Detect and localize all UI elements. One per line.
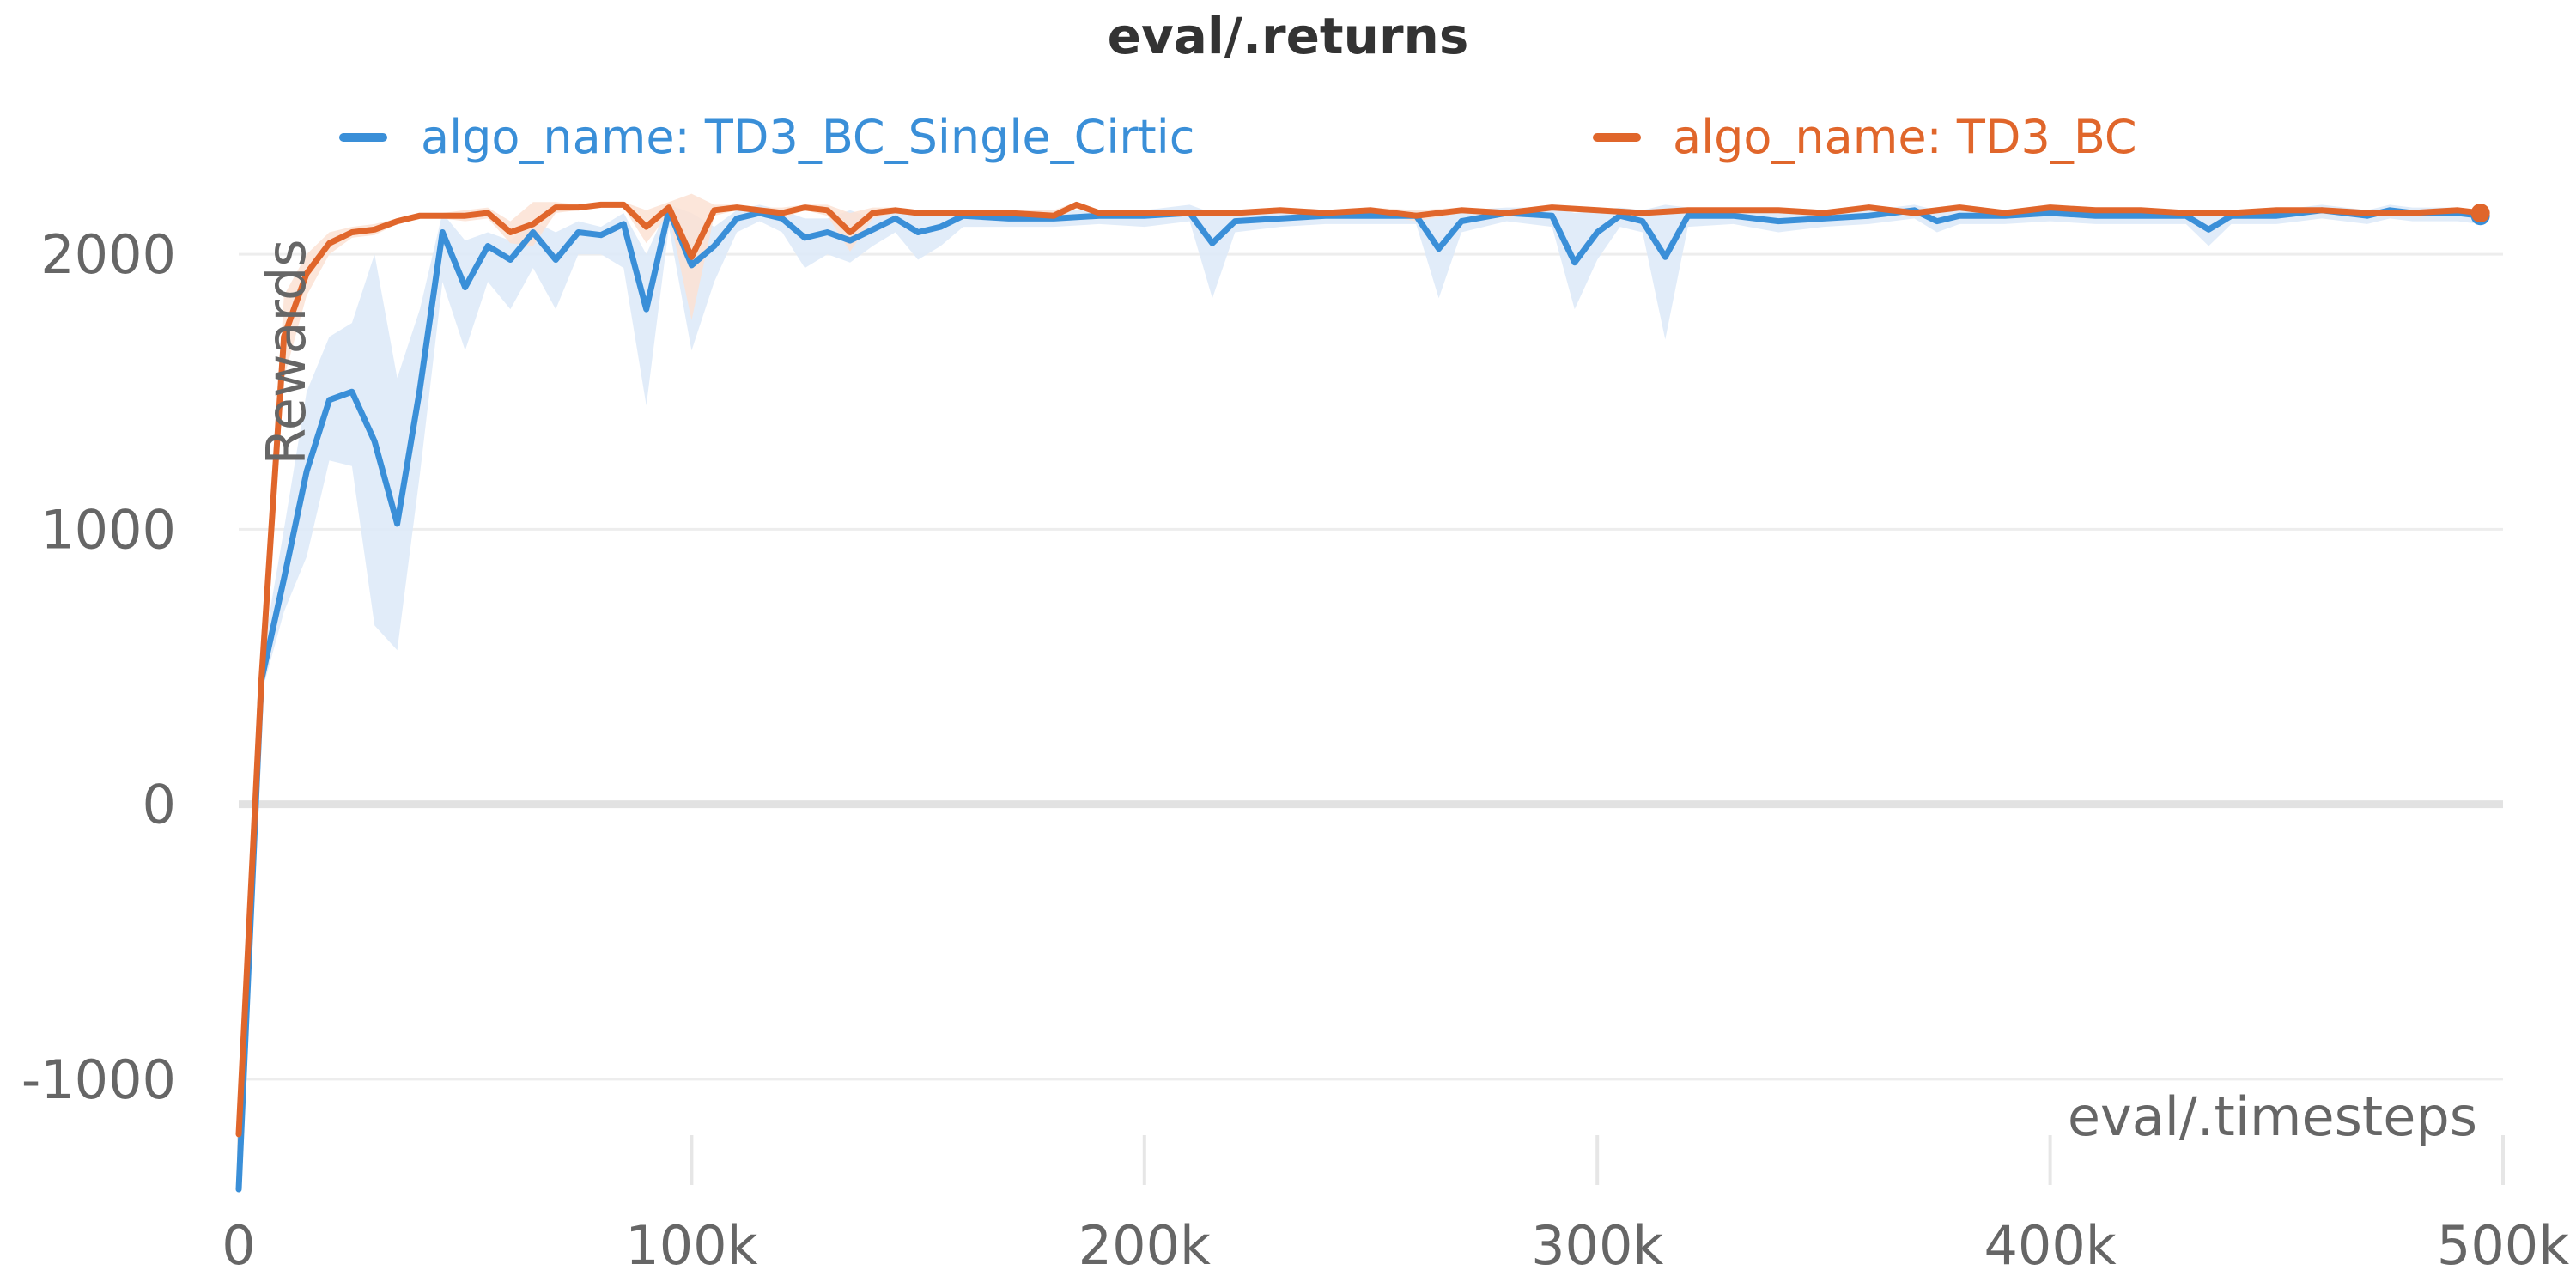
series-line-td3-bc[interactable] [235, 201, 2484, 1138]
x-axis: 0 100k 200k 300k 400k 500k [222, 1135, 2569, 1277]
grid [239, 252, 2503, 1081]
y-tick-label: 1000 [40, 498, 176, 561]
legend-item-single-critic[interactable]: algo_name: TD3_BC_Single_Cirtic [339, 110, 1194, 164]
y-tick-label: 0 [143, 774, 176, 836]
confidence-bands [239, 193, 2481, 1189]
y-tick-label: -1000 [21, 1048, 176, 1111]
x-axis-label: eval/.timesteps [2068, 1085, 2477, 1148]
x-tick-label: 100k [625, 1214, 757, 1277]
x-tick-label: 200k [1078, 1214, 1211, 1277]
x-tick-label: 500k [2437, 1214, 2569, 1277]
y-axis-label: Rewards [255, 239, 318, 465]
band-td3-bc [239, 193, 2481, 1134]
legend-label-single-critic: algo_name: TD3_BC_Single_Cirtic [421, 110, 1194, 164]
legend: algo_name: TD3_BC_Single_Cirtic algo_nam… [339, 110, 2137, 164]
band-single-critic [239, 204, 2481, 1189]
x-tick-label: 300k [1531, 1214, 1663, 1277]
chart-title: eval/.returns [1108, 7, 1469, 65]
x-tick-label: 0 [222, 1214, 255, 1277]
series-line-single-critic[interactable] [235, 207, 2484, 1193]
legend-item-td3-bc[interactable]: algo_name: TD3_BC [1593, 110, 2137, 164]
legend-label-td3-bc: algo_name: TD3_BC [1673, 110, 2137, 164]
y-axis: -1000 0 1000 2000 [21, 223, 176, 1111]
endpoint-marker-td3-bc[interactable] [2470, 204, 2490, 223]
y-tick-label: 2000 [40, 223, 176, 286]
series-lines [235, 201, 2490, 1193]
x-tick-label: 400k [1984, 1214, 2116, 1277]
